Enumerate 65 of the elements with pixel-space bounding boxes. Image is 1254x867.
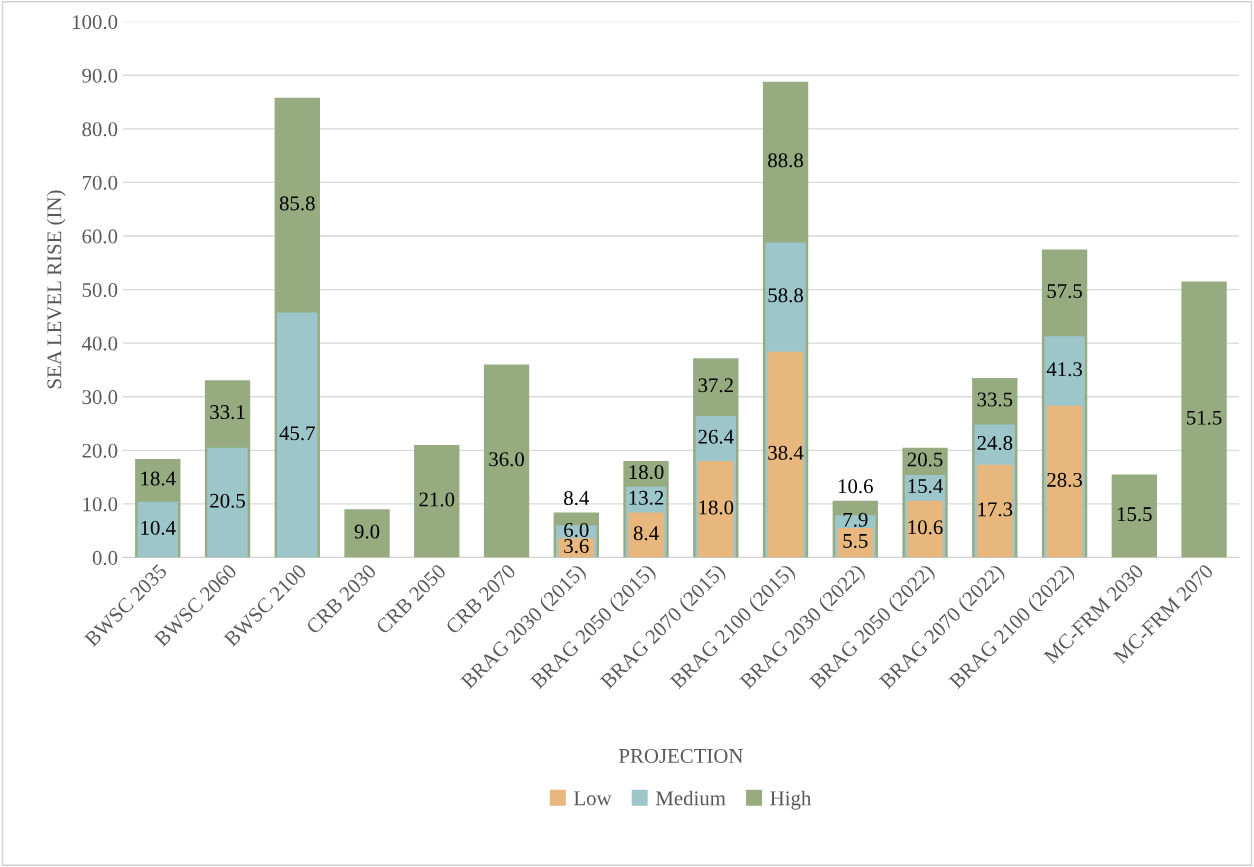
y-tick-label: 70.0 bbox=[82, 175, 118, 190]
bar bbox=[1046, 405, 1083, 558]
data-label: 26.4 bbox=[698, 429, 734, 444]
bar bbox=[767, 351, 804, 558]
data-label: 8.4 bbox=[633, 526, 659, 541]
data-label: 20.5 bbox=[907, 452, 943, 467]
data-label: 20.5 bbox=[210, 493, 245, 508]
data-label: 15.4 bbox=[908, 479, 943, 494]
y-tick-label: 60.0 bbox=[82, 229, 118, 244]
data-label: 9.0 bbox=[354, 524, 380, 539]
y-tick-label: 90.0 bbox=[82, 68, 118, 83]
data-label: 33.1 bbox=[210, 405, 245, 420]
data-label: 38.4 bbox=[768, 445, 804, 460]
data-label: 36.0 bbox=[489, 452, 524, 467]
bar bbox=[698, 461, 734, 558]
data-label: 10.4 bbox=[141, 520, 176, 535]
data-label: 45.7 bbox=[279, 426, 315, 441]
data-label: 57.5 bbox=[1047, 284, 1082, 299]
bar bbox=[414, 444, 460, 558]
x-axis-title: PROJECTION bbox=[619, 748, 743, 763]
data-label: 15.5 bbox=[1117, 507, 1152, 522]
data-label: 8.4 bbox=[564, 490, 589, 506]
data-label: 21.0 bbox=[419, 492, 455, 507]
y-tick-label: 30.0 bbox=[82, 390, 118, 405]
data-label: 37.2 bbox=[698, 378, 733, 393]
bar bbox=[207, 447, 248, 558]
y-tick-label: 100.0 bbox=[72, 15, 118, 30]
y-tick-label: 10.0 bbox=[83, 497, 118, 512]
data-label: 33.5 bbox=[977, 392, 1013, 407]
legend-label: Medium bbox=[655, 790, 726, 806]
data-label: 10.6 bbox=[908, 520, 943, 535]
data-label: 18.0 bbox=[699, 500, 734, 515]
bar bbox=[1181, 281, 1227, 558]
data-label: 24.8 bbox=[977, 435, 1013, 450]
data-label: 85.8 bbox=[279, 196, 315, 211]
bar bbox=[628, 512, 664, 558]
data-label: 3.6 bbox=[564, 539, 589, 554]
y-tick-label: 80.0 bbox=[82, 122, 118, 137]
bar bbox=[137, 501, 178, 558]
y-tick-label: 20.0 bbox=[82, 443, 118, 458]
y-axis-title: SEA LEVEL RISE (IN) bbox=[46, 190, 66, 389]
data-label: 5.5 bbox=[843, 534, 868, 549]
bar bbox=[977, 464, 1013, 558]
data-label: 41.3 bbox=[1046, 362, 1082, 377]
bar bbox=[277, 312, 318, 558]
data-label: 17.3 bbox=[978, 502, 1013, 517]
data-label: 18.4 bbox=[141, 471, 176, 486]
legend-label: High bbox=[770, 790, 812, 810]
bar bbox=[344, 509, 390, 558]
data-label: 7.9 bbox=[843, 512, 868, 527]
y-tick-label: 0.0 bbox=[92, 550, 118, 566]
data-label: 88.8 bbox=[768, 153, 803, 168]
data-label: 18.0 bbox=[629, 465, 664, 480]
data-label: 28.3 bbox=[1047, 472, 1082, 487]
data-label: 51.5 bbox=[1187, 410, 1222, 425]
bar bbox=[907, 500, 943, 558]
bar bbox=[483, 364, 530, 558]
data-label: 6.0 bbox=[564, 522, 589, 538]
y-tick-label: 40.0 bbox=[81, 336, 118, 351]
data-label: 58.8 bbox=[768, 288, 803, 303]
data-label: 13.2 bbox=[629, 490, 664, 505]
legend-label: Low bbox=[574, 791, 612, 806]
data-label: 10.6 bbox=[838, 479, 873, 494]
y-tick-label: 50.0 bbox=[82, 282, 118, 298]
bar bbox=[1111, 474, 1157, 558]
